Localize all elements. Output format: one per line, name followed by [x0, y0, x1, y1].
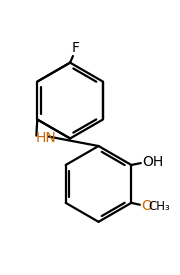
Text: F: F [72, 41, 80, 55]
Text: OH: OH [142, 155, 163, 169]
Text: CH₃: CH₃ [148, 200, 170, 213]
Text: O: O [141, 199, 152, 213]
Text: HN: HN [35, 131, 56, 145]
